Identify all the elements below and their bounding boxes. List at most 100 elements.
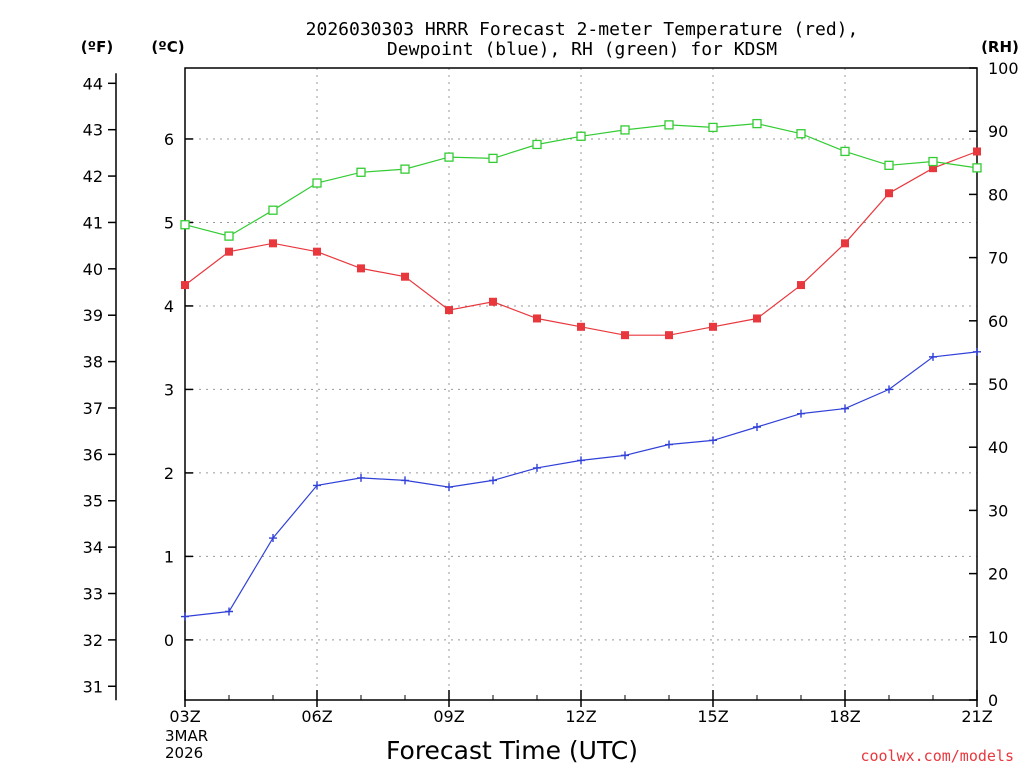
data-point xyxy=(313,247,321,256)
series-dewpoint xyxy=(181,347,981,621)
series-layer xyxy=(180,118,982,621)
data-point xyxy=(665,440,673,449)
data-point xyxy=(401,272,409,281)
rh-tick-label: 90 xyxy=(988,122,1008,141)
data-point xyxy=(972,163,982,173)
fahrenheit-tick-label: 34 xyxy=(83,538,103,557)
data-point xyxy=(709,436,717,445)
fahrenheit-tick-label: 42 xyxy=(83,167,103,186)
data-point xyxy=(841,404,849,413)
celsius-axis-unit: (ºC) xyxy=(151,38,184,56)
data-point xyxy=(444,152,454,162)
celsius-axis: 0 1 2 3 4 5 6 xyxy=(164,130,193,650)
data-point xyxy=(928,156,938,167)
time-tick-label: 06Z xyxy=(301,707,332,726)
celsius-tick-label: 0 xyxy=(164,631,174,650)
data-point xyxy=(709,322,717,331)
credit-label: coolwx.com/models xyxy=(860,747,1014,765)
celsius-tick-label: 3 xyxy=(164,380,174,399)
fahrenheit-axis-unit: (ºF) xyxy=(81,38,113,56)
rh-tick-label: 50 xyxy=(988,375,1008,394)
data-point xyxy=(225,247,233,256)
data-point xyxy=(181,281,189,290)
grid-lines xyxy=(185,68,977,700)
data-point xyxy=(884,160,894,170)
fahrenheit-tick-label: 32 xyxy=(83,631,103,650)
data-point xyxy=(532,139,542,150)
celsius-tick-label: 6 xyxy=(164,130,174,149)
time-axis: 03Z 06Z 09Z 12Z 15Z 18Z 21Z xyxy=(169,690,993,726)
data-point xyxy=(576,131,586,141)
data-point xyxy=(621,451,629,460)
data-point xyxy=(225,607,233,616)
data-point xyxy=(841,239,849,248)
data-point xyxy=(401,476,409,485)
data-point xyxy=(269,239,277,248)
celsius-tick-label: 4 xyxy=(164,297,174,316)
data-point xyxy=(313,481,321,490)
data-point xyxy=(797,409,805,418)
series-rh xyxy=(180,118,982,241)
rh-tick-label: 30 xyxy=(988,501,1008,520)
data-point xyxy=(973,347,981,356)
fahrenheit-axis: 31 32 33 34 35 36 37 38 39 40 41 42 43 44 xyxy=(83,73,117,701)
rh-tick-label: 10 xyxy=(988,628,1008,647)
data-point xyxy=(885,385,893,394)
rh-tick-label: 80 xyxy=(988,185,1008,204)
data-point xyxy=(445,306,453,315)
fahrenheit-tick-label: 35 xyxy=(83,492,103,511)
data-point xyxy=(488,153,498,164)
rh-tick-label: 60 xyxy=(988,312,1008,331)
celsius-tick-label: 2 xyxy=(164,464,174,483)
time-tick-label: 09Z xyxy=(433,707,464,726)
data-point xyxy=(445,483,453,492)
data-point xyxy=(224,231,234,241)
rh-tick-label: 40 xyxy=(988,438,1008,457)
data-point xyxy=(840,146,850,157)
data-point xyxy=(356,167,366,177)
data-point xyxy=(929,352,937,361)
data-point xyxy=(489,476,497,485)
data-point xyxy=(753,422,761,431)
data-point xyxy=(796,129,806,139)
chart-title-line2: Dewpoint (blue), RH (green) for KDSM xyxy=(387,39,777,60)
data-point xyxy=(664,120,674,130)
data-point xyxy=(489,297,497,306)
data-point xyxy=(269,534,277,543)
fahrenheit-tick-label: 33 xyxy=(83,585,103,604)
chart-title-line1: 2026030303 HRRR Forecast 2-meter Tempera… xyxy=(306,19,859,40)
data-point xyxy=(973,147,981,156)
rh-axis: 0 10 20 30 40 50 60 70 80 90 100 xyxy=(969,59,1019,710)
data-point xyxy=(577,322,585,331)
data-point xyxy=(533,314,541,323)
data-point xyxy=(181,612,189,621)
rh-tick-label: 20 xyxy=(988,565,1008,584)
rh-tick-label: 0 xyxy=(988,691,998,710)
fahrenheit-tick-label: 36 xyxy=(83,445,103,464)
fahrenheit-tick-label: 44 xyxy=(83,74,103,93)
date-label-line1: 3MAR xyxy=(165,727,208,745)
data-point xyxy=(357,264,365,273)
time-tick-label: 12Z xyxy=(565,707,596,726)
date-label-line2: 2026 xyxy=(165,744,203,762)
fahrenheit-tick-label: 38 xyxy=(83,353,103,372)
celsius-tick-label: 5 xyxy=(164,213,174,232)
data-point xyxy=(400,164,410,174)
fahrenheit-tick-label: 37 xyxy=(83,399,103,418)
data-point xyxy=(797,281,805,290)
fahrenheit-tick-label: 39 xyxy=(83,306,103,325)
data-point xyxy=(577,456,585,465)
data-point xyxy=(357,473,365,482)
rh-tick-label: 70 xyxy=(988,249,1008,268)
data-point xyxy=(180,220,190,230)
x-axis-label: Forecast Time (UTC) xyxy=(386,736,638,765)
data-point xyxy=(752,118,762,129)
time-tick-label: 18Z xyxy=(829,707,860,726)
data-point xyxy=(665,331,673,340)
data-point xyxy=(533,463,541,472)
time-tick-label: 03Z xyxy=(169,707,200,726)
fahrenheit-tick-label: 43 xyxy=(83,121,103,140)
fahrenheit-tick-label: 41 xyxy=(83,213,103,232)
rh-tick-label: 100 xyxy=(988,59,1019,78)
